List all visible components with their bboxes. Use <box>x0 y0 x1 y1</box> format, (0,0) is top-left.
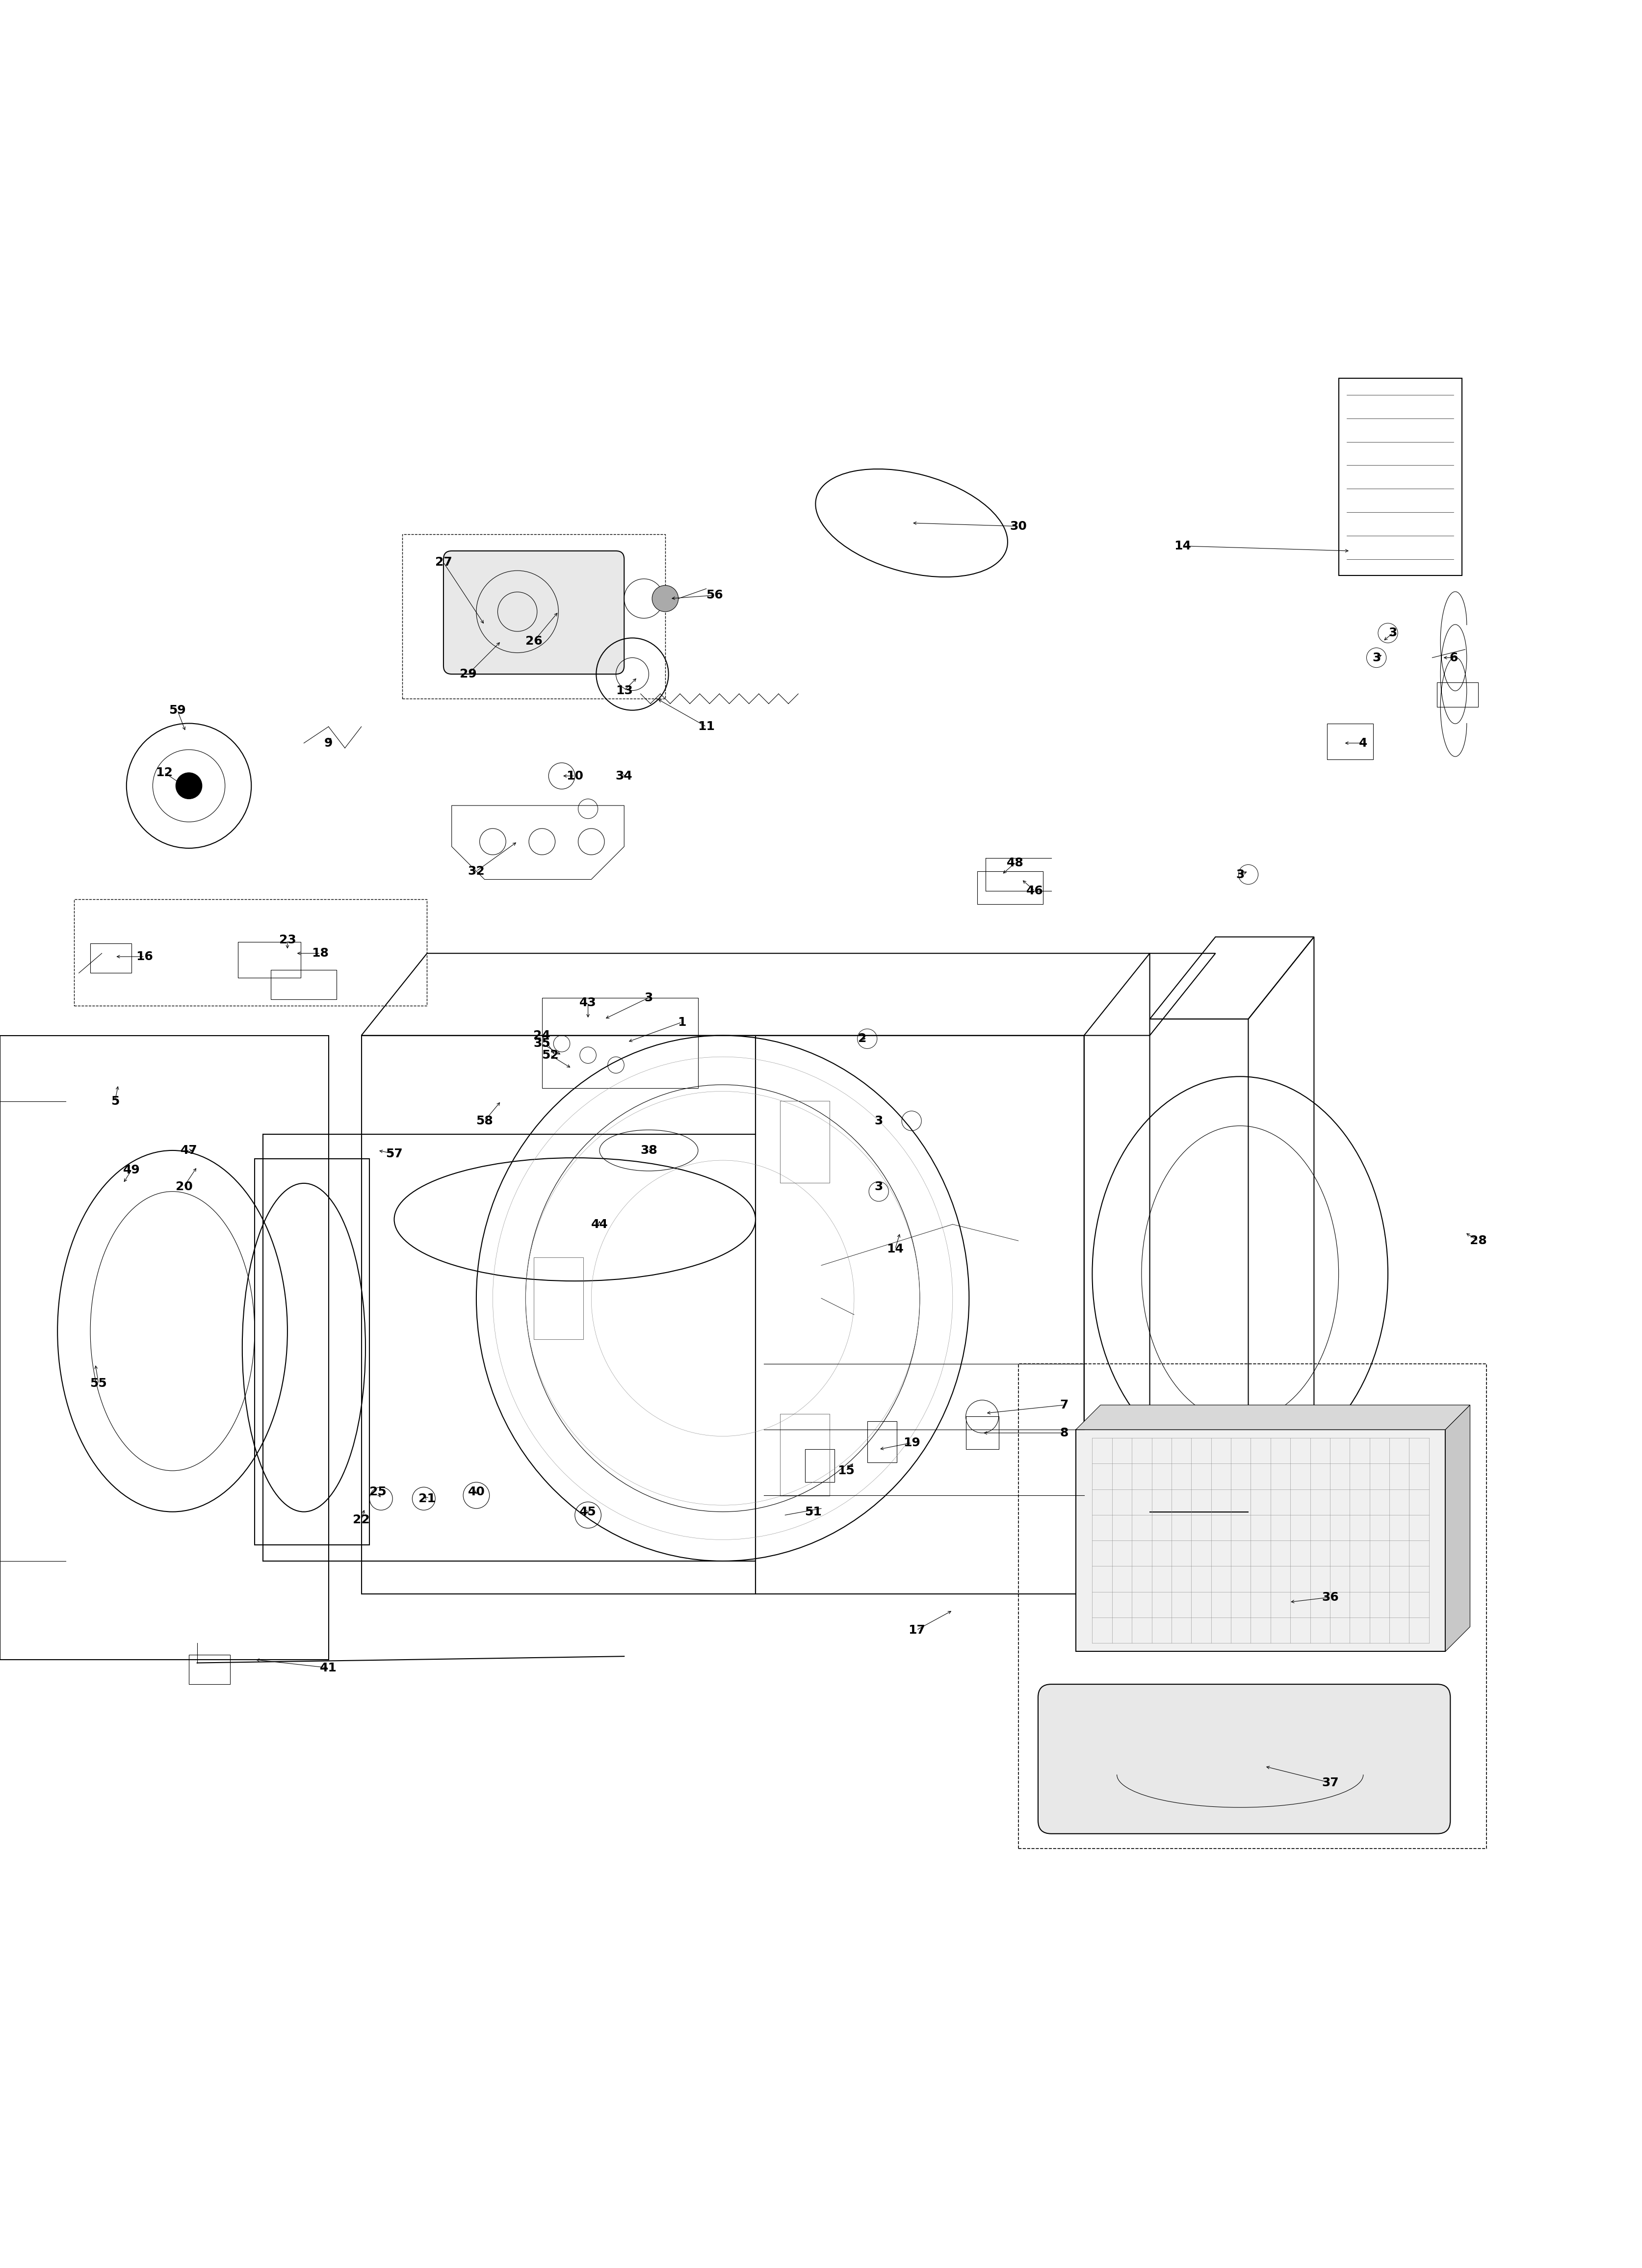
Text: 43: 43 <box>580 996 596 1009</box>
Bar <box>189 1656 230 1685</box>
Text: 5: 5 <box>110 1095 120 1107</box>
Bar <box>805 1449 834 1483</box>
Bar <box>1437 683 1478 708</box>
Text: 48: 48 <box>1007 857 1023 869</box>
Text: 8: 8 <box>1059 1427 1069 1438</box>
Text: 14: 14 <box>1174 540 1190 551</box>
Text: 30: 30 <box>1010 519 1026 533</box>
Text: 19: 19 <box>903 1438 920 1449</box>
Text: 11: 11 <box>698 721 714 733</box>
Bar <box>90 943 131 973</box>
Text: 58: 58 <box>476 1116 493 1127</box>
Text: 34: 34 <box>616 771 632 782</box>
Text: 13: 13 <box>616 685 632 696</box>
Bar <box>1338 379 1461 576</box>
Text: 10: 10 <box>566 771 583 782</box>
Text: 23: 23 <box>279 934 296 946</box>
Text: 3: 3 <box>874 1182 883 1193</box>
Text: 37: 37 <box>1322 1776 1338 1789</box>
Bar <box>402 535 665 699</box>
Text: 27: 27 <box>435 556 452 569</box>
Text: 55: 55 <box>90 1377 107 1390</box>
Text: 32: 32 <box>468 866 484 878</box>
FancyBboxPatch shape <box>1038 1685 1450 1835</box>
Bar <box>542 998 698 1089</box>
Text: 46: 46 <box>1026 885 1043 896</box>
Polygon shape <box>1445 1404 1470 1651</box>
Text: 38: 38 <box>640 1145 657 1157</box>
Text: 18: 18 <box>312 948 328 959</box>
Text: 2: 2 <box>857 1032 867 1046</box>
Text: 4: 4 <box>1358 737 1368 748</box>
Text: 44: 44 <box>591 1218 608 1229</box>
Text: 40: 40 <box>468 1486 484 1497</box>
Text: 47: 47 <box>181 1145 197 1157</box>
FancyBboxPatch shape <box>443 551 624 674</box>
Text: 6: 6 <box>1448 651 1458 665</box>
Bar <box>74 898 427 1007</box>
Text: 17: 17 <box>908 1624 924 1635</box>
Bar <box>1076 1429 1445 1651</box>
Text: 56: 56 <box>706 590 722 601</box>
Text: 59: 59 <box>169 705 186 717</box>
Text: 35: 35 <box>534 1039 550 1050</box>
Text: 16: 16 <box>136 950 153 962</box>
Text: 7: 7 <box>1059 1399 1069 1411</box>
Text: 12: 12 <box>156 767 172 778</box>
Text: 3: 3 <box>1235 869 1245 880</box>
Text: 24: 24 <box>534 1030 550 1041</box>
Text: 3: 3 <box>874 1116 883 1127</box>
Text: 25: 25 <box>369 1486 386 1497</box>
Text: 20: 20 <box>176 1182 192 1193</box>
Bar <box>780 1413 829 1497</box>
Text: 1: 1 <box>677 1016 686 1027</box>
Text: 45: 45 <box>580 1506 596 1517</box>
Text: 26: 26 <box>525 635 542 646</box>
Text: 14: 14 <box>887 1243 903 1254</box>
Text: 9: 9 <box>323 737 333 748</box>
Text: 52: 52 <box>542 1050 558 1061</box>
Text: 41: 41 <box>320 1662 337 1674</box>
Bar <box>780 1100 829 1184</box>
Bar <box>534 1256 583 1340</box>
Text: 57: 57 <box>386 1148 402 1159</box>
Text: 22: 22 <box>353 1515 369 1526</box>
Text: 28: 28 <box>1470 1234 1486 1247</box>
Bar <box>238 941 300 978</box>
Bar <box>1018 1363 1486 1848</box>
Bar <box>977 871 1043 905</box>
Bar <box>965 1418 998 1449</box>
Text: 3: 3 <box>1371 651 1381 665</box>
Text: 3: 3 <box>644 991 654 1002</box>
Text: 49: 49 <box>123 1163 140 1177</box>
Text: 15: 15 <box>837 1465 854 1476</box>
Text: 3: 3 <box>1387 628 1397 640</box>
Circle shape <box>652 585 678 612</box>
Text: 21: 21 <box>419 1492 435 1504</box>
Text: 29: 29 <box>460 669 476 680</box>
Bar <box>271 971 337 1000</box>
Bar <box>1327 723 1373 760</box>
Text: 36: 36 <box>1322 1592 1338 1603</box>
Bar <box>867 1422 897 1463</box>
Text: 51: 51 <box>805 1506 821 1517</box>
Circle shape <box>176 773 202 798</box>
Polygon shape <box>1076 1404 1470 1429</box>
